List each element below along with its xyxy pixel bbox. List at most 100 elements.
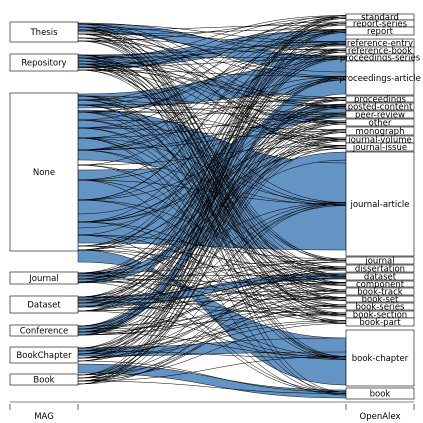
flow-line-55 xyxy=(77,58,347,68)
flow-line-183 xyxy=(77,258,347,304)
node-label-openalex-posted-content: posted-content xyxy=(348,103,413,113)
node-label-openalex-book-set: book-set xyxy=(362,295,399,305)
flow-line-95 xyxy=(77,97,347,129)
flow-line-105 xyxy=(77,149,347,271)
node-label-openalex-report-series: report-series xyxy=(353,20,408,30)
node-label-openalex-component: component xyxy=(356,280,405,290)
flow-line-189 xyxy=(77,23,347,308)
flow-line-265 xyxy=(77,77,347,385)
flow-line-254 xyxy=(77,29,347,379)
node-label-mag-repository: Repository xyxy=(21,59,66,69)
flow-line-141 xyxy=(77,41,347,251)
flow-line-264 xyxy=(77,21,347,385)
node-label-openalex-proceedings-article: proceedings-article xyxy=(339,74,421,84)
node-openalex-proceedings-article xyxy=(345,60,415,96)
node-openalex-book-series xyxy=(345,302,415,311)
node-label-openalex-book-part: book-part xyxy=(359,318,401,328)
node-openalex-journal xyxy=(345,256,415,265)
flow-line-7 xyxy=(77,26,347,393)
axis-label-openalex: OpenAlex xyxy=(360,412,401,422)
node-mag-thesis xyxy=(9,21,79,43)
node-label-openalex-standard: standard xyxy=(361,13,399,23)
flow-line-107 xyxy=(77,16,347,151)
node-openalex-book-set xyxy=(345,295,415,303)
node-label-openalex-book-section: book-section xyxy=(353,311,407,321)
flow-line-188 xyxy=(77,306,347,314)
flow-line-116 xyxy=(77,51,347,181)
flow-line-99 xyxy=(77,115,347,139)
flow-line-124 xyxy=(77,18,347,201)
node-label-openalex-book-chapter: book-chapter xyxy=(352,354,409,364)
node-label-openalex-dissertation: dissertation xyxy=(355,265,405,275)
flow-line-77 xyxy=(77,100,347,106)
flow-line-127 xyxy=(77,221,347,286)
flow-line-145 xyxy=(77,249,347,323)
flow-line-52 xyxy=(77,63,347,107)
flow-line-202 xyxy=(77,29,347,330)
flow-line-215 xyxy=(77,18,347,336)
flow-line-78 xyxy=(77,104,347,139)
nodes-layer: Thesis Repository None Journal Dataset Confer… xyxy=(9,13,421,400)
flow-line-144 xyxy=(77,249,347,283)
flow-line-46 xyxy=(77,60,347,279)
flow-line-253 xyxy=(77,323,347,379)
node-openalex-book-chapter xyxy=(345,329,415,387)
flow-line-190 xyxy=(77,79,347,308)
node-label-openalex-journal-article: journal-article xyxy=(350,200,410,210)
flow-line-263 xyxy=(77,356,347,382)
flow-line-260 xyxy=(77,112,347,382)
flow-line-185 xyxy=(77,97,347,308)
node-openalex-book xyxy=(345,387,415,400)
node-label-openalex-other: other xyxy=(369,119,392,129)
node-label-mag-none: None xyxy=(33,168,55,178)
flow-line-140 xyxy=(77,245,347,269)
flow-line-72 xyxy=(77,18,347,101)
node-openalex-posted-content xyxy=(345,102,415,111)
node-mag-journal xyxy=(9,271,79,285)
flow-line-37 xyxy=(77,15,347,59)
node-label-mag-thesis: Thesis xyxy=(29,28,58,38)
flow-line-240 xyxy=(77,277,347,359)
flow-line-258 xyxy=(77,380,347,394)
flow-line-195 xyxy=(77,106,347,312)
flow-line-61 xyxy=(77,69,347,142)
flow-line-128 xyxy=(77,221,347,321)
node-openalex-journal-article xyxy=(345,151,415,257)
flow-line-266 xyxy=(77,132,347,385)
node-openalex-journal-issue xyxy=(345,142,415,152)
flow-line-0 xyxy=(77,23,347,42)
flow-line-110 xyxy=(77,145,347,166)
flow-line-154 xyxy=(77,274,347,277)
node-mag-book xyxy=(9,373,79,386)
node-openalex-dataset xyxy=(345,272,415,281)
flows-layer xyxy=(77,15,347,399)
axis-layer: MAG OpenAlex xyxy=(9,401,415,422)
flow-line-211 xyxy=(77,42,347,333)
node-label-openalex-dataset: dataset xyxy=(364,273,397,283)
flow-line-209 xyxy=(77,292,347,333)
flow-line-262 xyxy=(77,292,347,382)
flow-line-122 xyxy=(77,199,347,268)
flow-line-54 xyxy=(77,16,347,68)
node-label-openalex-reference-entry: reference-entry xyxy=(347,39,413,49)
flow-line-218 xyxy=(77,261,347,336)
flow-line-3 xyxy=(77,23,347,283)
node-label-openalex-book: book xyxy=(370,390,391,400)
flow-line-243 xyxy=(77,50,347,362)
flow-line-151 xyxy=(77,50,347,274)
flow-line-247 xyxy=(77,130,347,376)
flow-line-238 xyxy=(77,97,347,359)
node-openalex-component xyxy=(345,280,415,288)
node-openalex-other xyxy=(345,118,415,127)
flow-line-197 xyxy=(77,282,347,312)
node-label-openalex-journal-issue: journal-issue xyxy=(352,143,407,153)
flow-line-256 xyxy=(77,140,347,379)
node-openalex-book-track xyxy=(345,287,415,296)
flow-line-242 xyxy=(77,360,347,393)
flow-line-165 xyxy=(77,261,347,283)
flow-line-246 xyxy=(77,76,347,376)
flow-line-245 xyxy=(77,202,347,362)
flow-line-232 xyxy=(77,15,347,355)
node-mag-dataset xyxy=(9,295,79,314)
flow-line-180 xyxy=(77,15,347,304)
